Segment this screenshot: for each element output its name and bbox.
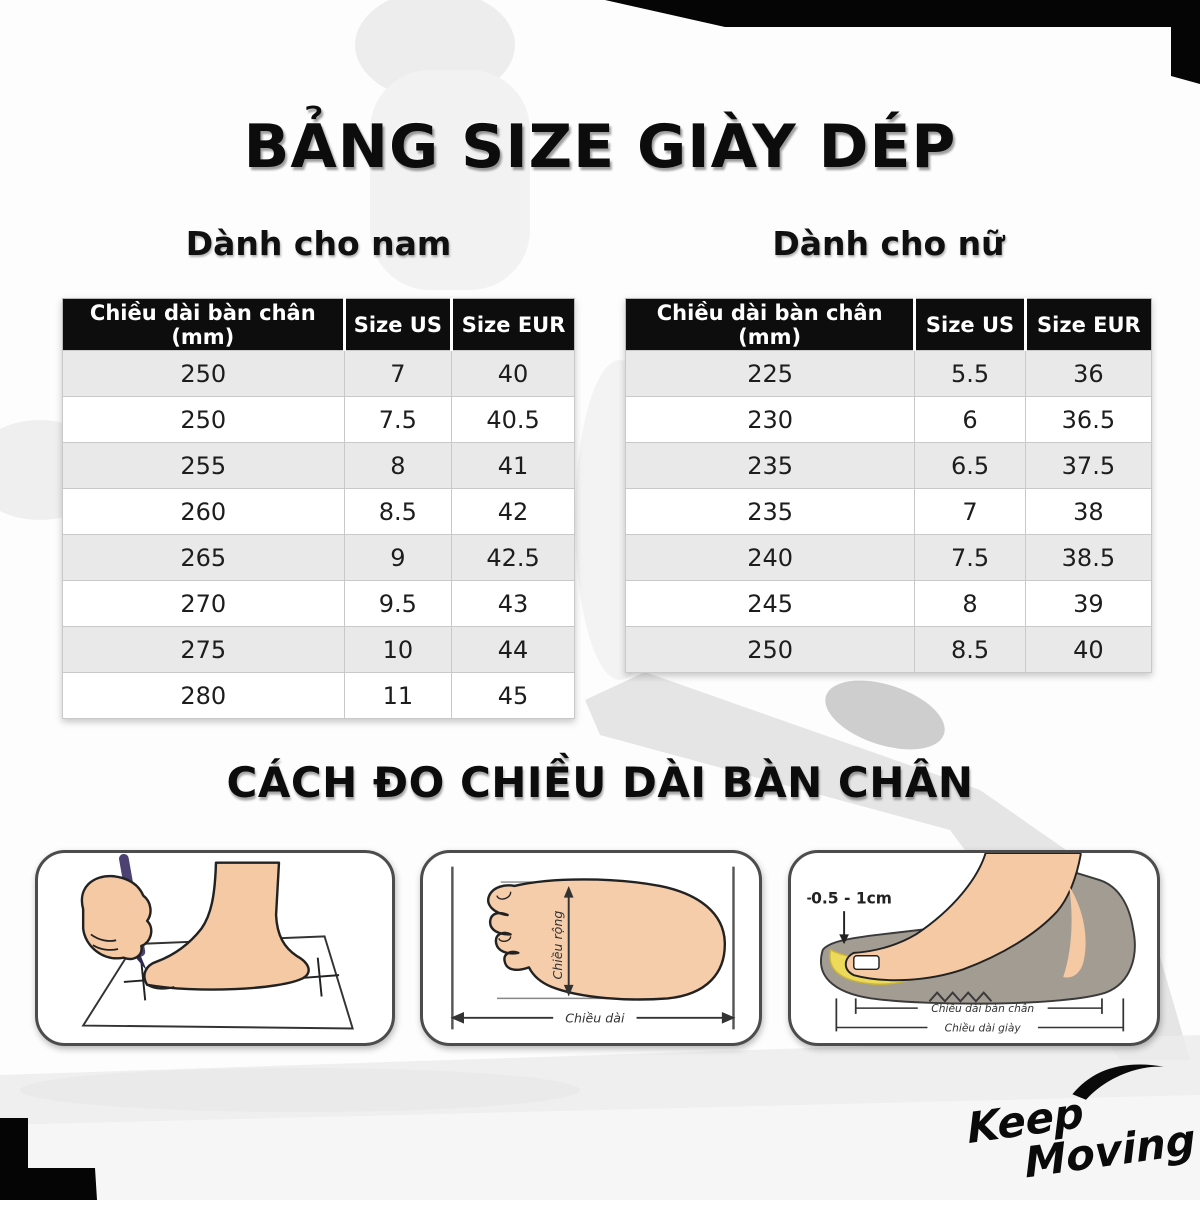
shoe-fit-panel: 0.5 - 1cm Chiều dài bàn chân Chiều dài g… [788, 850, 1160, 1046]
table-cell: 250 [62, 396, 345, 443]
men-section-heading: Dành cho nam [185, 224, 452, 263]
page-title: BẢNG SIZE GIÀY DÉP [243, 112, 957, 182]
table-cell: 45 [451, 672, 575, 719]
table-cell: 245 [624, 580, 916, 627]
table-row: 250 8.5 40 [624, 626, 1153, 673]
table-cell: 265 [62, 534, 345, 581]
table-cell: 44 [451, 626, 575, 673]
table-cell: 37.5 [1024, 442, 1153, 489]
table-header-row: Chiều dài bàn chân (mm) Size US Size EUR [625, 298, 1152, 351]
men-size-table: Chiều dài bàn chân (mm) Size US Size EUR… [62, 298, 575, 719]
table-cell: 9 [343, 534, 453, 581]
table-row: 275 10 44 [62, 626, 575, 673]
table-cell: 40 [451, 350, 575, 397]
trace-foot-panel [35, 850, 395, 1046]
table-cell: 270 [62, 580, 345, 627]
table-row: 250 7 40 [62, 350, 575, 397]
foot-length-label: Chiều dài bàn chân [931, 1002, 1034, 1015]
table-cell: 6 [914, 396, 1026, 443]
width-label: Chiều rộng [550, 911, 565, 980]
table-cell: 230 [624, 396, 916, 443]
toe-gap-label: 0.5 - 1cm [811, 889, 892, 907]
table-cell: 11 [343, 672, 453, 719]
table-cell: 8.5 [914, 626, 1026, 673]
table-cell: 9.5 [343, 580, 453, 627]
table-cell: 36 [1024, 350, 1153, 397]
table-cell: 8.5 [343, 488, 453, 535]
table-row: 230 6 36.5 [624, 396, 1153, 443]
table-cell: 42 [451, 488, 575, 535]
table-cell: 235 [624, 442, 916, 489]
length-label: Chiều dài [565, 1011, 625, 1026]
table-cell: 8 [343, 442, 453, 489]
table-row: 255 8 41 [62, 442, 575, 489]
table-cell: 38.5 [1024, 534, 1153, 581]
column-header-size-us: Size US [914, 298, 1027, 351]
brand-logo: Keep Moving [961, 1054, 1197, 1213]
table-cell: 39 [1024, 580, 1153, 627]
table-cell: 40 [1024, 626, 1153, 673]
table-row: 270 9.5 43 [62, 580, 575, 627]
table-cell: 240 [624, 534, 916, 581]
table-cell: 250 [624, 626, 916, 673]
column-header-foot-length: Chiều dài bàn chân (mm) [625, 298, 917, 351]
column-header-size-eur: Size EUR [1025, 298, 1152, 351]
table-cell: 280 [62, 672, 345, 719]
table-cell: 38 [1024, 488, 1153, 535]
table-cell: 275 [62, 626, 345, 673]
column-header-size-us: Size US [344, 298, 454, 351]
table-row: 280 11 45 [62, 672, 575, 719]
measure-section-heading: CÁCH ĐO CHIỀU DÀI BÀN CHÂN [226, 758, 974, 807]
table-cell: 8 [914, 580, 1026, 627]
table-row: 235 7 38 [624, 488, 1153, 535]
table-cell: 260 [62, 488, 345, 535]
table-cell: 5.5 [914, 350, 1026, 397]
trace-foot-illustration [80, 853, 354, 1030]
table-cell: 36.5 [1024, 396, 1153, 443]
table-row: 250 7.5 40.5 [62, 396, 575, 443]
foot-topview-illustration: Chiều rộng Chiều dài [450, 866, 736, 1030]
table-cell: 7.5 [343, 396, 453, 443]
table-header-row: Chiều dài bàn chân (mm) Size US Size EUR [62, 298, 575, 351]
table-cell: 10 [343, 626, 453, 673]
table-cell: 6.5 [914, 442, 1026, 489]
table-cell: 7.5 [914, 534, 1026, 581]
table-row: 225 5.5 36 [624, 350, 1153, 397]
column-header-size-eur: Size EUR [451, 298, 575, 351]
table-cell: 43 [451, 580, 575, 627]
foot-measure-panel: Chiều rộng Chiều dài [420, 850, 762, 1046]
table-row: 260 8.5 42 [62, 488, 575, 535]
table-row: 235 6.5 37.5 [624, 442, 1153, 489]
shoe-sideview-illustration: 0.5 - 1cm Chiều dài bàn chân Chiều dài g… [807, 853, 1136, 1034]
table-cell: 7 [343, 350, 453, 397]
column-header-foot-length: Chiều dài bàn chân (mm) [62, 298, 346, 351]
women-section-heading: Dành cho nữ [772, 224, 1005, 263]
women-size-table: Chiều dài bàn chân (mm) Size US Size EUR… [624, 298, 1153, 673]
table-cell: 235 [624, 488, 916, 535]
table-cell: 255 [62, 442, 345, 489]
table-cell: 225 [624, 350, 916, 397]
table-row: 240 7.5 38.5 [624, 534, 1153, 581]
table-row: 265 9 42.5 [62, 534, 575, 581]
table-cell: 7 [914, 488, 1026, 535]
table-cell: 40.5 [451, 396, 575, 443]
table-cell: 250 [62, 350, 345, 397]
shoe-length-label: Chiều dài giày [945, 1021, 1022, 1034]
table-row: 245 8 39 [624, 580, 1153, 627]
table-cell: 41 [451, 442, 575, 489]
table-cell: 42.5 [451, 534, 575, 581]
